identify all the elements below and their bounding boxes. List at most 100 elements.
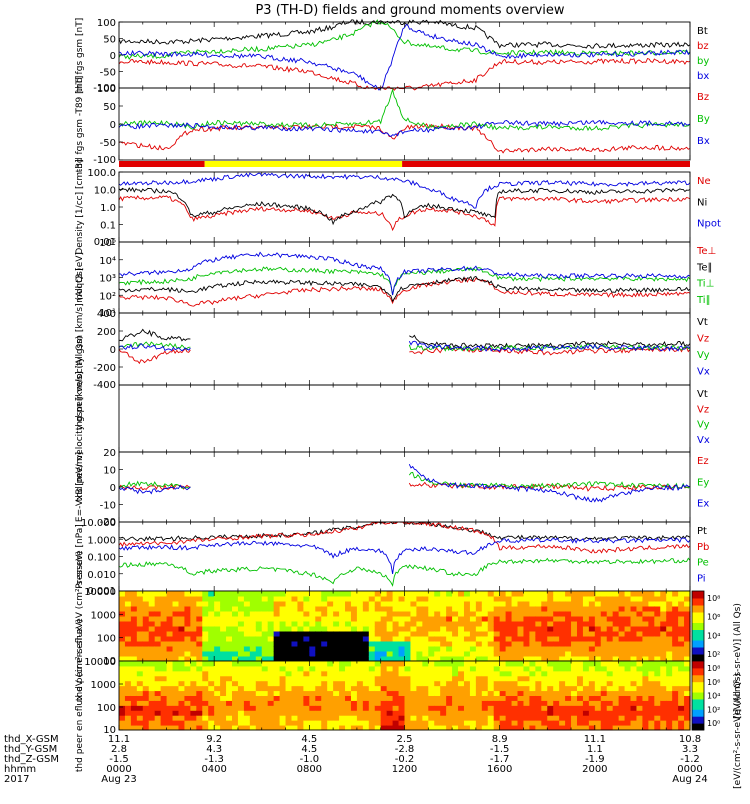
spectrogram-cell (327, 725, 334, 731)
spectrogram-cell (291, 596, 299, 602)
spectrogram-cell (469, 656, 477, 662)
spectrogram-cell (404, 720, 412, 726)
spectrogram-cell (374, 670, 382, 677)
spectrogram-cell (321, 675, 328, 682)
spectrogram-cell (624, 715, 632, 721)
spectrogram-cell (249, 705, 257, 711)
spectrogram-cell (119, 591, 126, 597)
spectrogram-cell (321, 636, 328, 642)
spectrogram-cell (249, 611, 257, 617)
spectrogram-cell (452, 596, 459, 602)
spectrogram-cell (380, 616, 388, 622)
spectrogram-cell (267, 720, 275, 726)
spectrogram-cell (172, 621, 180, 627)
spectrogram-cell (255, 601, 263, 607)
spectrogram-cell (678, 665, 685, 672)
spectrogram-cell (404, 591, 412, 597)
spectrogram-cell (226, 621, 233, 627)
spectrogram-cell (119, 695, 126, 701)
spectrogram-cell (226, 646, 233, 652)
spectrogram-cell (309, 665, 316, 672)
spectrogram-cell (356, 621, 364, 627)
time-axis-tick-label: -1.7 (490, 754, 510, 765)
spectrogram-cell (255, 675, 263, 682)
spectrogram-cell (136, 710, 144, 716)
spectrogram-cell (273, 606, 281, 612)
spectrogram-cell (309, 611, 316, 617)
spectrogram-cell (642, 661, 649, 667)
spectrogram-cell (541, 591, 548, 597)
y-tick-label: 50 (103, 35, 116, 46)
spectrogram-cell (606, 665, 614, 672)
spectrogram-cell (565, 700, 572, 706)
spectrogram-cell (190, 680, 197, 687)
spectrogram-cell (184, 665, 191, 672)
spectrogram-cell (684, 720, 691, 726)
spectrogram-cell (660, 670, 667, 677)
spectrogram-cell (350, 606, 358, 612)
spectrogram-cell (434, 710, 441, 716)
spectrogram-cell (178, 670, 186, 677)
spectrogram-cell (446, 596, 453, 602)
spectrogram-cell (226, 670, 233, 677)
spectrogram-cell (350, 656, 358, 662)
spectrogram-cell (392, 700, 400, 706)
spectrogram-cell (142, 641, 150, 647)
spectrogram-cell (452, 606, 459, 612)
colorbar-tick-label: 10⁸ (707, 664, 720, 673)
spectrogram-cell (279, 705, 287, 711)
spectrogram-cell (350, 705, 358, 711)
time-axis-date-label: Aug 23 (101, 774, 136, 785)
spectrogram-cell (505, 641, 513, 647)
spectrogram-cell (499, 675, 507, 682)
spectrogram-cell (588, 596, 596, 602)
spectrogram-cell (481, 611, 489, 617)
spectrogram-cell (487, 611, 495, 617)
spectrogram-cell (232, 641, 239, 647)
spectrogram-cell (511, 606, 519, 612)
spectrogram-cell (368, 621, 376, 627)
spectrogram-cell (136, 720, 144, 726)
spectrogram-cell (303, 656, 310, 662)
spectrogram-cell (321, 715, 328, 721)
series-line (118, 347, 191, 365)
spectrogram-cell (160, 656, 168, 662)
spectrogram-cell (576, 626, 584, 632)
spectrogram-cell (565, 715, 572, 721)
spectrogram-cell (291, 690, 299, 696)
legend-entry: Vz (697, 334, 709, 345)
spectrogram-cell (309, 675, 316, 682)
spectrogram-cell (208, 695, 215, 701)
spectrogram-cell (475, 720, 483, 726)
spectrogram-cell (588, 656, 596, 662)
spectrogram-cell (684, 626, 691, 632)
series-line (118, 251, 691, 296)
spectrogram-cell (588, 646, 596, 652)
spectrogram-cell (119, 606, 126, 612)
spectrogram-cell (148, 641, 156, 647)
spectrogram-cell (469, 670, 477, 677)
spectrogram-cell (243, 710, 251, 716)
spectrogram-cell (202, 631, 209, 637)
spectrogram-cell (362, 715, 370, 721)
spectrogram-cell (576, 700, 584, 706)
series-efield-Ex (118, 464, 691, 503)
spectrogram-cell (487, 710, 495, 716)
spectrogram-cell (148, 670, 156, 677)
spectrogram-cell (297, 700, 304, 706)
spectrogram-cell (428, 596, 435, 602)
spectrogram-cell (499, 626, 507, 632)
spectrogram-cell (582, 661, 590, 667)
spectrogram-cell (422, 601, 429, 607)
spectrogram-cell (541, 710, 548, 716)
spectrogram-cell (196, 665, 203, 672)
spectrogram-cell (654, 690, 661, 696)
spectrogram-cell (499, 685, 507, 692)
spectrogram-cell (249, 685, 257, 692)
spectrogram-cell (208, 700, 215, 706)
spectrogram-cell (404, 665, 412, 672)
spectrogram-cell (505, 636, 513, 642)
spectrogram-cell (339, 675, 346, 682)
spectrogram-cell (255, 725, 263, 731)
